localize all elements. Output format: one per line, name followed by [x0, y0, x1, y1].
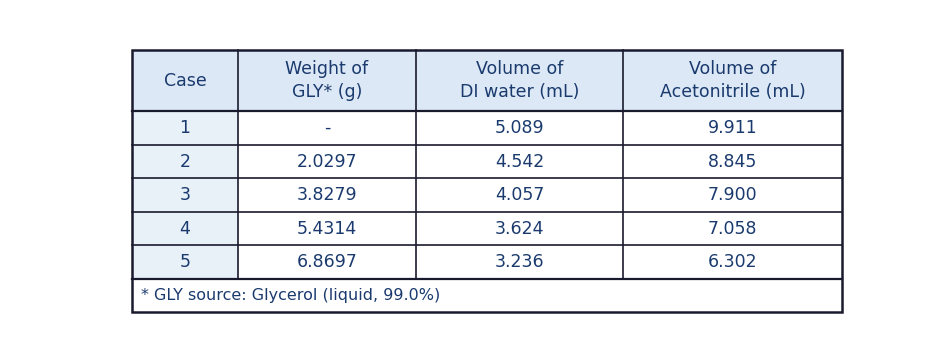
Bar	[238, 212, 416, 246]
Text: 8.845: 8.845	[708, 153, 757, 171]
Text: 5: 5	[180, 253, 190, 271]
Bar	[132, 212, 238, 246]
Text: 1: 1	[180, 119, 190, 137]
Text: 3: 3	[180, 186, 190, 204]
Text: 9.911: 9.911	[708, 119, 757, 137]
Bar	[416, 111, 623, 145]
Text: Weight of
GLY* (g): Weight of GLY* (g)	[285, 60, 369, 101]
Bar	[132, 178, 238, 212]
Text: 2.0297: 2.0297	[296, 153, 357, 171]
Bar	[238, 145, 416, 178]
Bar	[623, 50, 842, 111]
Bar	[416, 50, 623, 111]
Text: Volume of
DI water (mL): Volume of DI water (mL)	[460, 60, 580, 101]
Bar	[416, 145, 623, 178]
Bar	[132, 279, 842, 312]
Bar	[416, 246, 623, 279]
Bar	[623, 145, 842, 178]
Bar	[238, 111, 416, 145]
Bar	[623, 111, 842, 145]
Bar	[623, 178, 842, 212]
Bar	[623, 212, 842, 246]
Text: 3.624: 3.624	[495, 220, 544, 238]
Text: 3.8279: 3.8279	[296, 186, 357, 204]
Bar	[416, 212, 623, 246]
Text: 4.542: 4.542	[495, 153, 544, 171]
Text: * GLY source: Glycerol (liquid, 99.0%): * GLY source: Glycerol (liquid, 99.0%)	[141, 288, 440, 303]
Text: 3.236: 3.236	[495, 253, 544, 271]
Text: 4.057: 4.057	[495, 186, 544, 204]
Bar	[132, 246, 238, 279]
Bar	[623, 246, 842, 279]
Bar	[416, 178, 623, 212]
Bar	[132, 145, 238, 178]
Text: 2: 2	[180, 153, 190, 171]
Text: 4: 4	[180, 220, 190, 238]
Bar	[238, 178, 416, 212]
Text: -: -	[324, 119, 330, 137]
Text: 5.4314: 5.4314	[296, 220, 357, 238]
Text: 6.8697: 6.8697	[296, 253, 357, 271]
Text: 5.089: 5.089	[495, 119, 544, 137]
Text: Volume of
Acetonitrile (mL): Volume of Acetonitrile (mL)	[659, 60, 806, 101]
Bar	[132, 111, 238, 145]
Bar	[238, 246, 416, 279]
Text: 7.058: 7.058	[708, 220, 757, 238]
Text: 6.302: 6.302	[708, 253, 757, 271]
Bar	[238, 50, 416, 111]
Bar	[132, 50, 238, 111]
Text: 7.900: 7.900	[708, 186, 757, 204]
Text: Case: Case	[163, 72, 206, 90]
